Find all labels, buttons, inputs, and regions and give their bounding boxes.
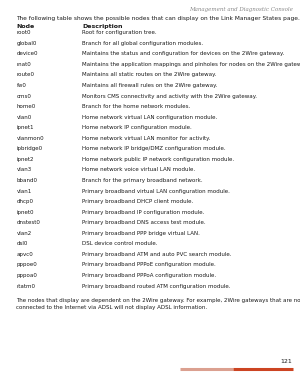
Text: device0: device0: [16, 51, 38, 56]
Text: Primary broadband PPPoE configuration module.: Primary broadband PPPoE configuration mo…: [82, 262, 216, 267]
Text: dsl0: dsl0: [16, 241, 28, 246]
Text: DSL device control module.: DSL device control module.: [82, 241, 158, 246]
Text: Description: Description: [82, 24, 123, 29]
Text: Branch for the home network modules.: Branch for the home network modules.: [82, 104, 191, 109]
Text: ipnet1: ipnet1: [16, 125, 34, 130]
Text: fw0: fw0: [16, 83, 26, 88]
Text: apvc0: apvc0: [16, 252, 33, 257]
Text: Home network IP bridge/DMZ configuration module.: Home network IP bridge/DMZ configuration…: [82, 146, 226, 151]
Text: Node: Node: [16, 24, 35, 29]
Text: pppoe0: pppoe0: [16, 262, 37, 267]
Text: Primary broadband DNS access test module.: Primary broadband DNS access test module…: [82, 220, 206, 225]
Text: Monitors CMS connectivity and activity with the 2Wire gateway.: Monitors CMS connectivity and activity w…: [82, 94, 257, 99]
Text: 121: 121: [281, 359, 292, 364]
Text: global0: global0: [16, 41, 37, 46]
Text: vlan2: vlan2: [16, 231, 32, 236]
Text: route0: route0: [16, 73, 34, 78]
Text: The following table shows the possible nodes that can display on the Link Manage: The following table shows the possible n…: [16, 16, 300, 21]
Text: Branch for the primary broadband network.: Branch for the primary broadband network…: [82, 178, 203, 183]
Text: Maintains the status and configuration for devices on the 2Wire gateway.: Maintains the status and configuration f…: [82, 51, 285, 56]
Text: Primary broadband DHCP client module.: Primary broadband DHCP client module.: [82, 199, 194, 204]
Text: vlan3: vlan3: [16, 168, 32, 172]
Text: rnat0: rnat0: [16, 62, 31, 67]
Text: Home network voice virtual LAN module.: Home network voice virtual LAN module.: [82, 168, 196, 172]
Text: Home network public IP network configuration module.: Home network public IP network configura…: [82, 157, 235, 162]
Text: home0: home0: [16, 104, 36, 109]
Text: vlan0: vlan0: [16, 115, 32, 120]
Text: ipnet0: ipnet0: [16, 210, 34, 215]
Text: Home network virtual LAN monitor for activity.: Home network virtual LAN monitor for act…: [82, 136, 211, 141]
Text: Primary broadband PPP bridge virtual LAN.: Primary broadband PPP bridge virtual LAN…: [82, 231, 200, 236]
Text: Home network virtual LAN configuration module.: Home network virtual LAN configuration m…: [82, 115, 218, 120]
Text: The nodes that display are dependent on the 2Wire gateway. For example, 2Wire ga: The nodes that display are dependent on …: [16, 298, 300, 310]
Text: Primary broadband PPPoA configuration module.: Primary broadband PPPoA configuration mo…: [82, 273, 217, 278]
Text: dnstest0: dnstest0: [16, 220, 40, 225]
Text: Primary broadband routed ATM configuration module.: Primary broadband routed ATM configurati…: [82, 284, 231, 289]
Text: Home network IP configuration module.: Home network IP configuration module.: [82, 125, 192, 130]
Text: pppoa0: pppoa0: [16, 273, 38, 278]
Text: Root for configuration tree.: Root for configuration tree.: [82, 30, 157, 35]
Text: Maintains all firewall rules on the 2Wire gateway.: Maintains all firewall rules on the 2Wir…: [82, 83, 218, 88]
Text: Primary broadband virtual LAN configuration module.: Primary broadband virtual LAN configurat…: [82, 189, 230, 194]
Text: vlanmon0: vlanmon0: [16, 136, 44, 141]
Text: root0: root0: [16, 30, 31, 35]
Text: vlan1: vlan1: [16, 189, 32, 194]
Text: cms0: cms0: [16, 94, 32, 99]
Text: ipbridge0: ipbridge0: [16, 146, 43, 151]
Text: ipnet2: ipnet2: [16, 157, 34, 162]
Text: Management and Diagnostic Console: Management and Diagnostic Console: [189, 7, 292, 12]
Text: Maintains all static routes on the 2Wire gateway.: Maintains all static routes on the 2Wire…: [82, 73, 217, 78]
Text: rtatm0: rtatm0: [16, 284, 35, 289]
Text: Primary broadband ATM and auto PVC search module.: Primary broadband ATM and auto PVC searc…: [82, 252, 232, 257]
Text: Branch for all global configuration modules.: Branch for all global configuration modu…: [82, 41, 204, 46]
Text: bband0: bband0: [16, 178, 38, 183]
Text: dhcp0: dhcp0: [16, 199, 34, 204]
Text: Primary broadband IP configuration module.: Primary broadband IP configuration modul…: [82, 210, 205, 215]
Text: Maintains the application mappings and pinholes for nodes on the 2Wire gateway.: Maintains the application mappings and p…: [82, 62, 300, 67]
